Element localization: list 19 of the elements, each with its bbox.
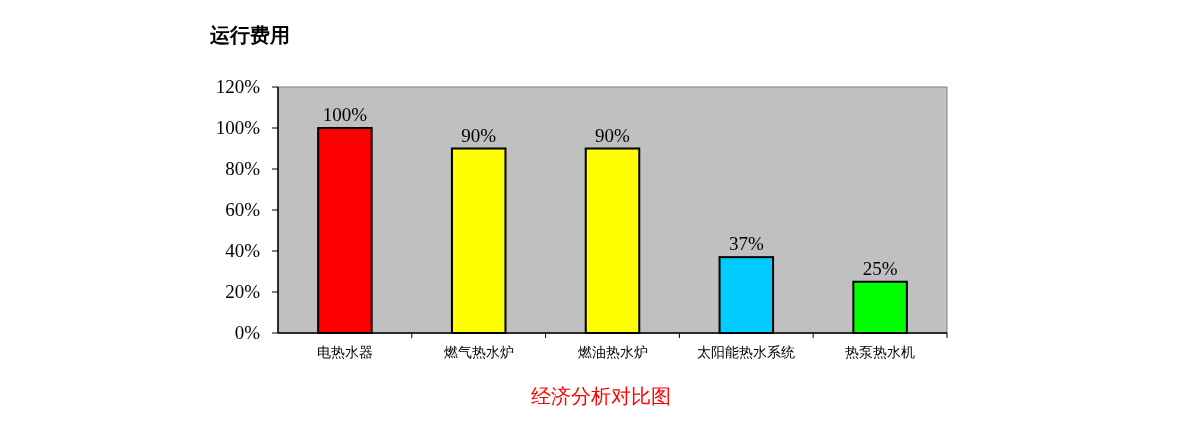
y-tick-label: 20% <box>225 281 261 302</box>
y-tick-label: 80% <box>225 158 261 179</box>
data-label: 90% <box>461 124 497 146</box>
data-label: 90% <box>595 124 631 146</box>
y-tick-label: 0% <box>234 322 261 343</box>
x-tick-label: 太阳能热水系统 <box>697 344 796 360</box>
text: 经济分析对比图 <box>530 384 671 408</box>
x-tick-label: 燃油热水炉 <box>577 344 648 360</box>
x-tick-label: 热泵热水机 <box>845 344 916 360</box>
x-tick-label: 燃气热水炉 <box>443 344 514 360</box>
y-tick-label: 40% <box>225 240 261 261</box>
data-label: 100% <box>322 104 368 125</box>
y-tick-label: 120% <box>215 76 261 97</box>
data-label: 37% <box>728 233 764 255</box>
x-tick-label: 电热水器 <box>316 344 373 360</box>
y-tick-label: 100% <box>215 117 261 138</box>
data-label: 25% <box>862 257 898 279</box>
y-tick-label: 60% <box>225 199 261 220</box>
chart-title: 运行费用 <box>209 24 290 46</box>
